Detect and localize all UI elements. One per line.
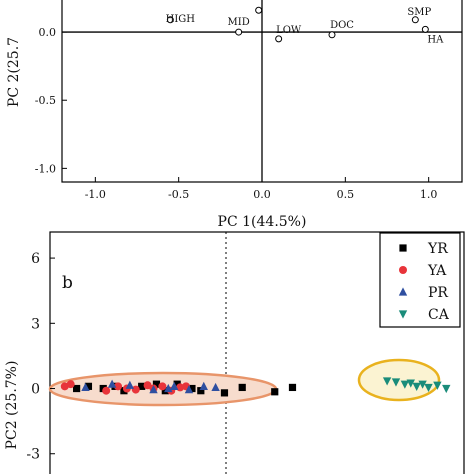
point-yr — [173, 380, 181, 388]
point-pr — [81, 382, 90, 392]
legend-marker-pr — [398, 287, 408, 296]
point-yr — [138, 382, 146, 390]
variable-point — [255, 6, 263, 14]
variable-point — [411, 16, 419, 24]
panel-b-letter: b — [62, 273, 73, 293]
variable-label: MID — [228, 17, 250, 28]
point-pr — [164, 383, 173, 393]
x-tick-label: -1.0 — [85, 188, 106, 201]
y-tick-label: -0.5 — [35, 94, 56, 107]
legend-label-ca: CA — [428, 307, 450, 323]
point-yr — [271, 388, 279, 396]
point-ya — [143, 381, 152, 390]
point-pr — [211, 382, 220, 392]
panel-a-points: HIGH MID LOW DOC SMP HA — [166, 6, 444, 45]
point-ya — [131, 385, 140, 394]
point-ya — [158, 382, 167, 391]
legend-marker-ya — [399, 266, 407, 274]
point-ca — [382, 377, 392, 386]
legend-label-yr: YR — [427, 241, 448, 257]
panel-a-y-axis-label: PC 2(25.7 — [6, 37, 22, 107]
variable-label: HIGH — [166, 14, 196, 25]
point-ya — [102, 386, 111, 395]
variable-point — [235, 28, 243, 36]
point-pr — [170, 381, 179, 390]
variable-point — [275, 35, 283, 43]
point-ca — [412, 382, 421, 391]
variable-label: DOC — [330, 20, 354, 31]
legend-marker-ca — [398, 310, 408, 319]
point-pr — [199, 381, 208, 390]
legend-marker-yr — [399, 244, 407, 252]
point-pr — [125, 380, 135, 389]
point-pr — [107, 379, 117, 388]
point-ca — [424, 383, 433, 393]
panel-b-frame — [49, 231, 465, 474]
variable-label: LOW — [276, 25, 302, 36]
x-tick-label: 0.5 — [337, 188, 355, 201]
panel-b-y-ticks: 6 3 0 -3 — [26, 251, 55, 463]
point-yr — [197, 387, 205, 395]
panel-b-points — [60, 377, 451, 397]
panel-a-y-ticks: 0.0 -0.5 -1.0 — [35, 26, 67, 175]
y-tick-label: 0.0 — [39, 26, 57, 39]
point-ca — [418, 380, 427, 389]
point-ca — [400, 380, 410, 389]
variable-point — [166, 16, 174, 24]
legend-label-ya: YA — [427, 263, 447, 279]
point-yr — [73, 384, 81, 393]
y-tick-label: -3 — [26, 447, 40, 463]
point-pr — [149, 385, 158, 394]
variable-point — [421, 25, 429, 33]
panel-a-x-axis-label: PC 1(44.5%) — [218, 214, 307, 230]
point-yr — [220, 389, 229, 397]
x-tick-label: 0.0 — [253, 188, 271, 201]
panel-a-zero-lines — [62, 0, 462, 182]
variable-label: SMP — [407, 7, 431, 18]
x-tick-label: 1.0 — [420, 188, 438, 201]
panel-b-legend: YR YA PR CA — [379, 232, 461, 328]
point-ca — [391, 378, 401, 387]
point-ya — [114, 382, 123, 391]
point-yr — [238, 383, 246, 392]
x-tick-label: -0.5 — [168, 188, 189, 201]
legend-box — [379, 232, 461, 328]
y-tick-label: 3 — [31, 316, 40, 332]
variable-point — [328, 31, 336, 39]
panel-a-x-ticks: -1.0 -0.5 0.0 0.5 1.0 — [85, 177, 438, 201]
panel-b-y-axis-label: PC2 (25.7%) — [4, 361, 20, 450]
y-tick-label: 6 — [31, 251, 40, 267]
point-yr — [84, 382, 93, 390]
point-ca — [442, 384, 451, 394]
point-ya — [66, 380, 75, 389]
y-tick-label: 0 — [31, 382, 40, 398]
point-ca — [433, 381, 442, 390]
point-pr — [184, 385, 194, 394]
point-yr — [288, 383, 297, 392]
variable-label: HA — [427, 34, 444, 45]
y-tick-label: -1.0 — [35, 162, 56, 175]
point-ca — [406, 379, 415, 388]
legend-label-pr: PR — [428, 285, 448, 301]
point-yr — [188, 384, 196, 393]
point-yr — [152, 380, 161, 388]
